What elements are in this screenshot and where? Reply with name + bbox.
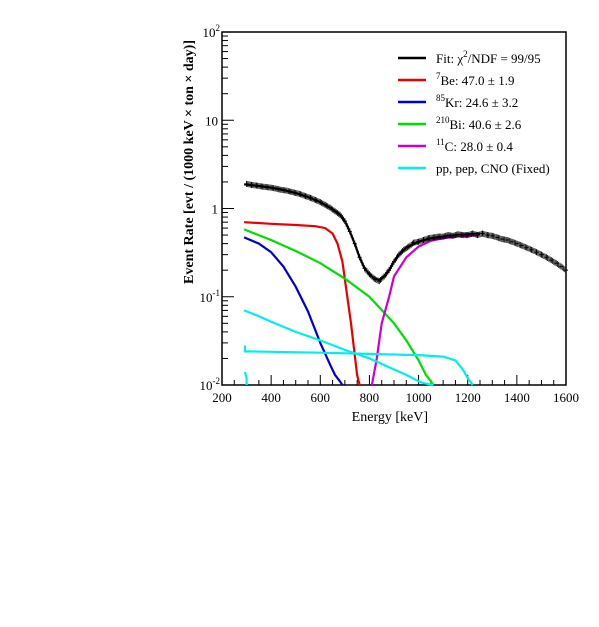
x-tick-label: 1000 [406, 390, 432, 405]
legend-item-c11: 11C: 28.0 ± 0.4 [398, 137, 513, 154]
y-tick-label: 10 [205, 113, 218, 128]
y-tick-label: 10-2 [200, 376, 221, 393]
series-line-be7 [244, 221, 361, 386]
y-tick-label: 1 [212, 202, 219, 217]
x-tick-label: 800 [360, 390, 380, 405]
legend-label: 11C: 28.0 ± 0.4 [436, 137, 513, 154]
legend-label: 210Bi: 40.6 ± 2.6 [436, 115, 522, 132]
x-tick-label: 200 [212, 390, 232, 405]
data-point [352, 240, 357, 247]
y-tick-label: 10-1 [200, 288, 221, 305]
data-points-group [244, 180, 568, 285]
x-axis-label: Energy [keV] [352, 410, 428, 425]
series-line-kr85 [243, 236, 344, 386]
series-line-pp_pep_cno_2 [243, 345, 474, 386]
y-axis: 10-2 10-1 1 10 102 [200, 23, 234, 393]
series-line-c11 [370, 234, 478, 386]
series-line-pp_pep_cno_1 [243, 309, 434, 387]
x-tick-label: 1200 [455, 390, 481, 405]
legend: Fit: χ2/NDF = 99/95 7Be: 47.0 ± 1.9 85Kr: … [398, 49, 550, 176]
x-tick-label: 1600 [553, 390, 579, 405]
y-axis-label: Event Rate [evt / (1000 keV × ton × day)… [182, 40, 197, 284]
legend-label: pp, pep, CNO (Fixed) [436, 161, 550, 176]
y-tick-label: 102 [203, 23, 221, 40]
x-tick-label: 600 [311, 390, 331, 405]
legend-item-be7: 7Be: 47.0 ± 1.9 [398, 71, 514, 88]
series-line-bi210 [243, 228, 435, 386]
legend-item-bi210: 210Bi: 40.6 ± 2.6 [398, 115, 522, 132]
x-tick-label: 1400 [504, 390, 530, 405]
legend-item-kr85: 85Kr: 24.6 ± 3.2 [398, 93, 518, 110]
legend-item-pp_pep_cno_1: pp, pep, CNO (Fixed) [398, 161, 550, 176]
x-axis: 200 400 600 800 1000 1200 1400 1600 [212, 375, 579, 405]
legend-label: 7Be: 47.0 ± 1.9 [436, 71, 514, 88]
x-tick-label: 400 [261, 390, 281, 405]
series-line-pp_pep_cno_3 [243, 371, 248, 385]
legend-label: 85Kr: 24.6 ± 3.2 [436, 93, 518, 110]
legend-item-fit: Fit: χ2/NDF = 99/95 [398, 49, 541, 66]
legend-label: Fit: χ2/NDF = 99/95 [436, 49, 541, 66]
plot-area: 200 400 600 800 1000 1200 1400 1600 10-210-1110… [200, 23, 580, 405]
series-group [243, 183, 481, 387]
